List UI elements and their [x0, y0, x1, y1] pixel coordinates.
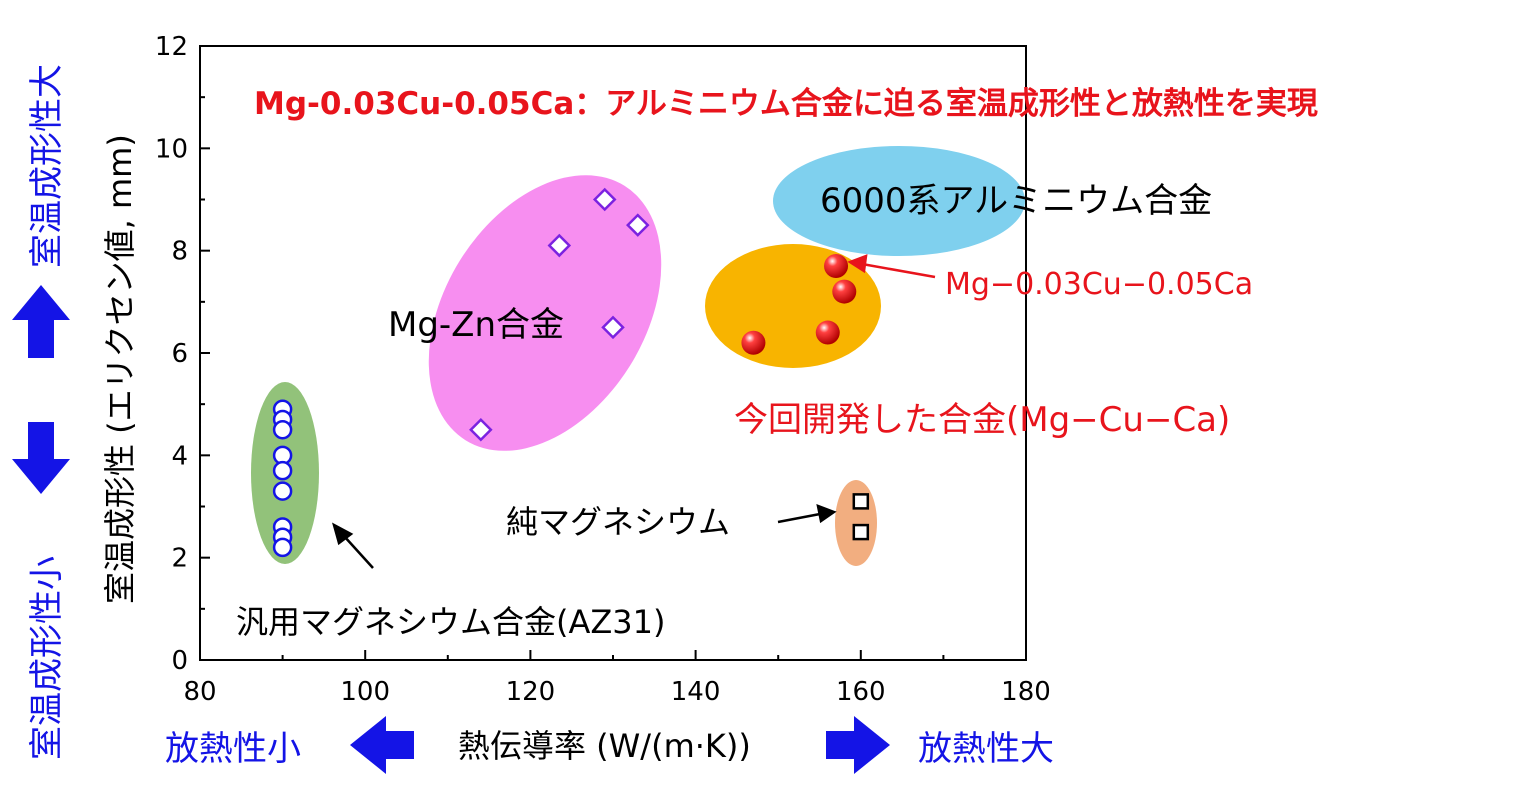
y-tick-label: 6 — [171, 339, 188, 369]
y-tick-label: 8 — [171, 237, 188, 267]
label-mgzn: Mg-Zn合金 — [388, 305, 564, 345]
region-pure-mg — [835, 480, 877, 566]
mgzn-point — [626, 213, 650, 237]
x-high-label: 放熱性大 — [918, 729, 1054, 769]
x-tick-label: 120 — [506, 677, 556, 707]
mgzn-point — [547, 233, 572, 258]
new-alloy-point — [741, 330, 766, 355]
x-axis: 80 100 120 140 160 180 — [183, 650, 1051, 707]
x-tick-label: 180 — [1001, 677, 1051, 707]
y-tick-label: 2 — [171, 544, 188, 574]
x-tick-label: 100 — [340, 677, 390, 707]
mgzn-point — [592, 187, 617, 212]
region-al6000 — [773, 146, 1025, 256]
y-low-label: 室温成形性小 — [27, 556, 67, 760]
new-alloy-point — [824, 254, 849, 279]
pure-mg-point — [852, 523, 870, 541]
label-new-alloy: 今回開発した合金(Mg−Cu−Ca) — [734, 400, 1230, 440]
mgzn-point — [469, 417, 493, 442]
az31-point — [272, 460, 293, 481]
label-al6000: 6000系アルミニウム合金 — [820, 181, 1212, 221]
new-alloy-point — [815, 320, 840, 345]
y-axis-title: 室温成形性 (エリクセン値, mm) — [101, 134, 139, 604]
arrow-down-icon — [12, 422, 70, 494]
arrow-up-icon — [12, 285, 70, 358]
new-alloy-point — [832, 279, 857, 304]
label-pure-mg: 純マグネシウム — [506, 503, 730, 541]
x-tick-label: 140 — [671, 677, 721, 707]
arrow-new-alloy — [847, 254, 936, 279]
y-axis: 0 2 4 6 8 10 12 — [155, 32, 210, 676]
arrow-left-icon — [350, 716, 414, 774]
y-high-label: 室温成形性大 — [27, 64, 67, 268]
region-mgzn — [428, 175, 662, 451]
az31-point — [272, 537, 293, 558]
x-tick-label: 160 — [836, 677, 886, 707]
az31-point — [272, 481, 293, 501]
label-new-alloy-composition: Mg−0.03Cu−0.05Ca — [945, 267, 1253, 302]
az31-point — [272, 420, 293, 440]
pure-mg-point — [852, 493, 870, 510]
x-axis-title: 熱伝導率 (W/(m·K)) — [458, 727, 751, 765]
mgzn-point — [601, 315, 625, 340]
y-tick-label: 0 — [171, 646, 188, 676]
x-low-label: 放熱性小 — [165, 729, 301, 769]
arrow-az31 — [332, 522, 374, 569]
chart-title: Mg-0.03Cu-0.05Ca：アルミニウム合金に迫る室温成形性と放熱性を実現 — [254, 86, 1318, 122]
label-az31: 汎用マグネシウム合金(AZ31) — [236, 603, 666, 641]
y-tick-label: 10 — [155, 134, 188, 164]
x-tick-label: 80 — [183, 677, 216, 707]
arrow-right-icon — [826, 716, 890, 774]
markers-layer — [272, 187, 870, 558]
arrow-pure-mg — [777, 504, 837, 524]
y-tick-label: 12 — [155, 32, 188, 62]
y-tick-label: 4 — [171, 441, 188, 471]
